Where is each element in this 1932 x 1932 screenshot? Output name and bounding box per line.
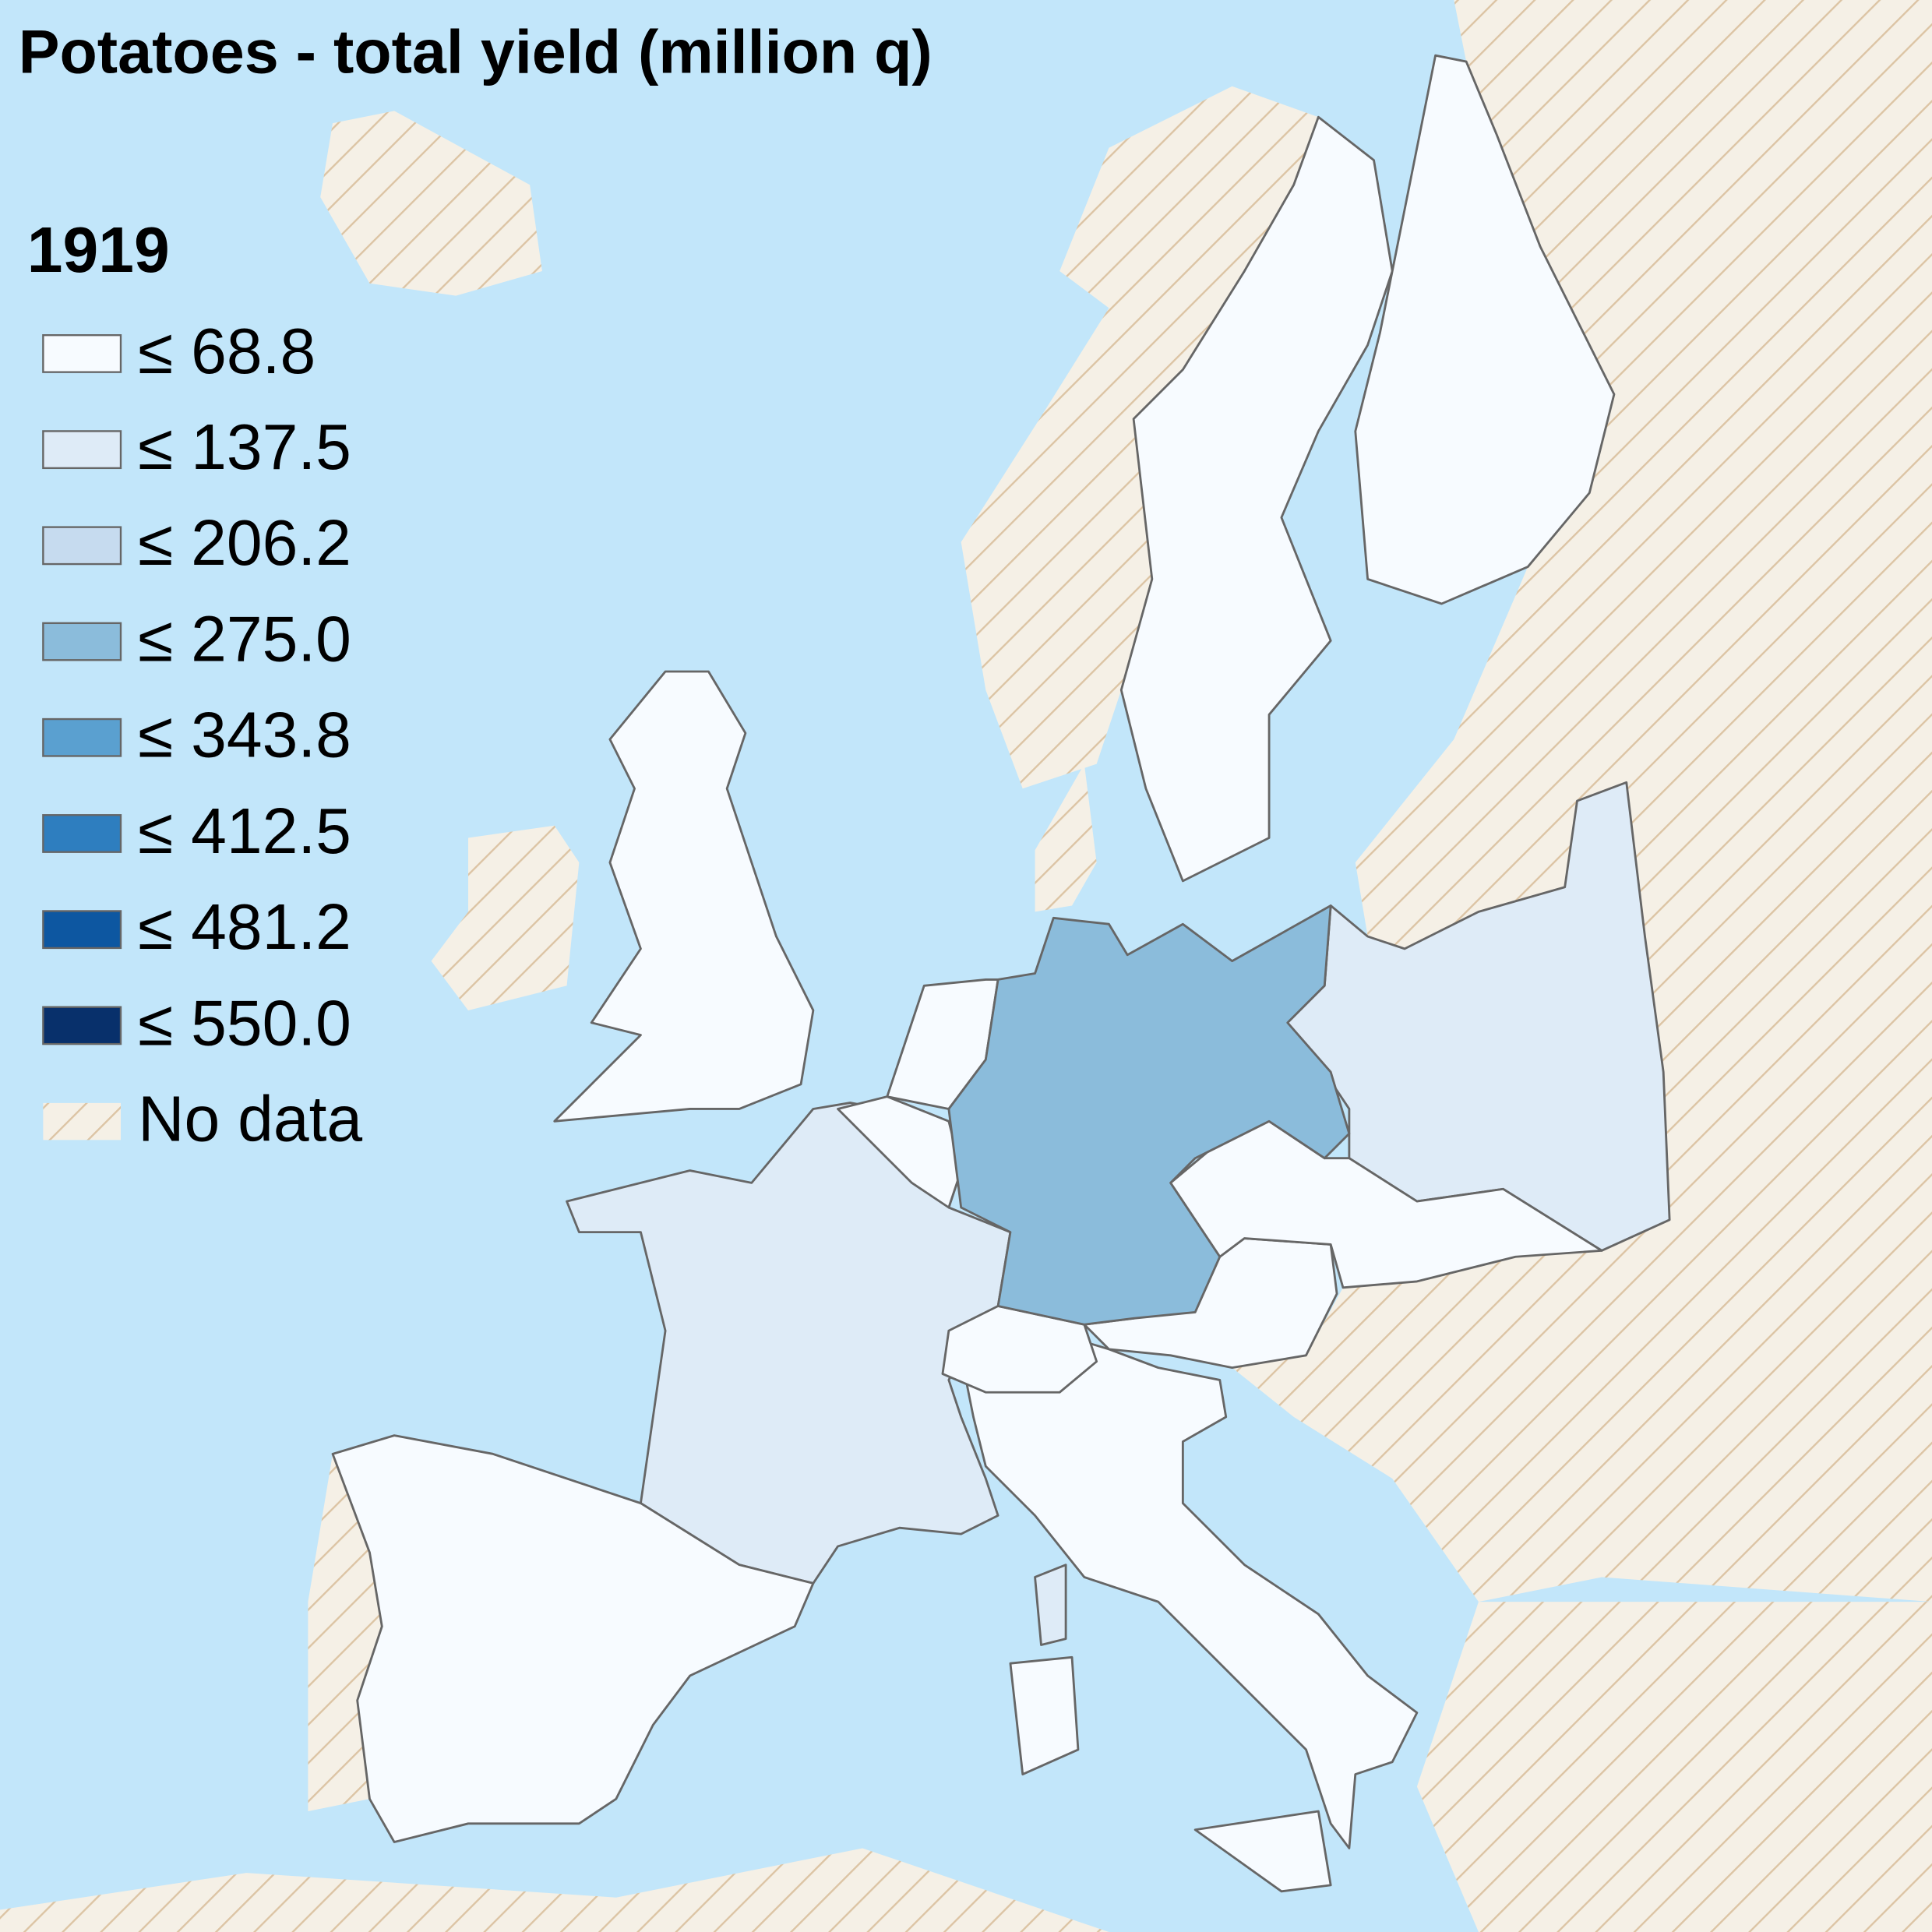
land-iceland — [320, 111, 542, 296]
legend-swatch — [42, 430, 122, 470]
land-portugal — [308, 1454, 383, 1811]
land-norway — [961, 86, 1319, 789]
region — [947, 904, 1351, 1326]
map-title: Potatoes - total yield (million q) — [19, 17, 933, 86]
legend-swatch — [42, 717, 122, 757]
legend-swatch — [42, 1006, 122, 1045]
legend-swatch — [43, 1102, 121, 1141]
region — [1034, 1564, 1067, 1646]
legend-swatch — [42, 910, 122, 950]
land-east — [1232, 0, 1932, 1602]
legend-swatch — [42, 526, 122, 566]
region — [960, 1329, 1419, 1849]
region — [1193, 1810, 1332, 1893]
legend-swatch — [42, 814, 122, 853]
land-denmark — [1035, 763, 1097, 912]
region — [553, 670, 815, 1123]
legend-label: ≤ 206.2 — [138, 508, 351, 579]
legend-label: No data — [138, 1084, 362, 1155]
legend: ≤ 68.8 ≤ 137.5 ≤ 206.2 ≤ 275.0 ≤ 343.8 ≤ 412.… — [42, 316, 362, 1155]
regions — [331, 54, 1671, 1893]
legend-label: ≤ 481.2 — [138, 892, 351, 963]
legend-label: ≤ 412.5 — [138, 796, 351, 867]
legend-label: ≤ 343.8 — [138, 700, 351, 771]
region — [1009, 1655, 1080, 1775]
legend-title: 1919 — [27, 215, 170, 286]
legend-label: ≤ 68.8 — [138, 316, 316, 387]
region — [566, 1102, 1012, 1585]
legend-label: ≤ 275.0 — [138, 604, 351, 675]
land-balkans — [1416, 1602, 1932, 1932]
region — [1354, 54, 1616, 605]
region — [1119, 115, 1394, 883]
legend-label: ≤ 137.5 — [138, 412, 351, 483]
legend-swatch — [42, 334, 122, 373]
land-ireland — [431, 825, 580, 1010]
land-africa — [0, 1848, 1109, 1932]
region — [331, 1434, 815, 1843]
legend-swatch — [42, 622, 122, 661]
legend-label: ≤ 550.0 — [138, 988, 351, 1059]
